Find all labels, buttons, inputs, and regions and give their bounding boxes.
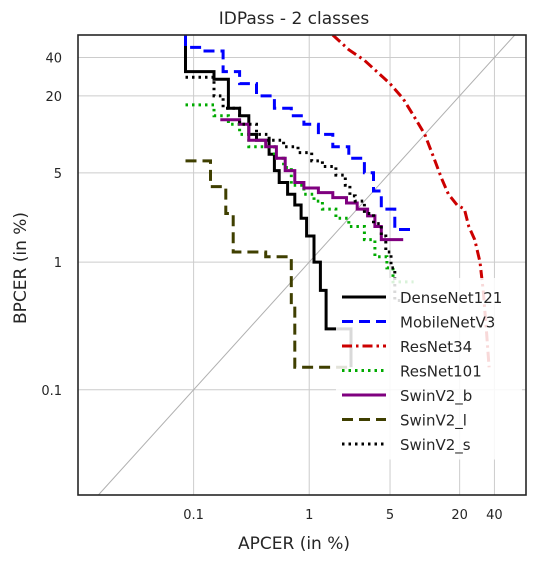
x-tick-label: 5 <box>386 508 394 523</box>
plot-frame <box>77 34 527 496</box>
series-line-swinv2_b <box>220 118 404 242</box>
legend-label: MobileNetV3 <box>400 314 495 332</box>
y-axis-label: BPCER (in %) <box>11 212 31 324</box>
grid <box>78 35 526 495</box>
x-axis-label: APCER (in %) <box>238 534 350 554</box>
legend-label: DenseNet121 <box>400 289 502 307</box>
legend-label: ResNet34 <box>400 338 472 356</box>
legend-label: SwinV2_b <box>400 387 472 406</box>
y-tick-label: 1 <box>54 256 62 271</box>
y-tick-label: 5 <box>54 167 62 182</box>
series-line-resnet101 <box>185 103 414 284</box>
legend-label: SwinV2_l <box>400 412 467 431</box>
series-layer <box>184 35 491 369</box>
y-tick-label: 0.1 <box>41 384 62 399</box>
chart-title: IDPass - 2 classes <box>219 9 370 29</box>
x-tick-label: 1 <box>305 508 313 523</box>
x-tick-label: 20 <box>451 508 468 523</box>
y-tick-label: 40 <box>45 51 62 66</box>
diagonal-reference-line <box>97 34 516 496</box>
legend-label: SwinV2_s <box>400 436 471 455</box>
series-line-swinv2_l <box>185 159 351 369</box>
x-tick-label: 0.1 <box>183 508 204 523</box>
legend: DenseNet121 MobileNetV3 ResNet34 ResNet101 S… <box>336 278 522 460</box>
legend-label: ResNet101 <box>400 363 482 381</box>
tick-labels: 0.1 1 5 20 40 0.1 1 5 20 40 <box>41 51 502 523</box>
series-line-mobilenetv3 <box>184 35 411 231</box>
x-tick-label: 40 <box>486 508 503 523</box>
legend-box <box>336 278 522 460</box>
y-tick-label: 20 <box>45 90 62 105</box>
